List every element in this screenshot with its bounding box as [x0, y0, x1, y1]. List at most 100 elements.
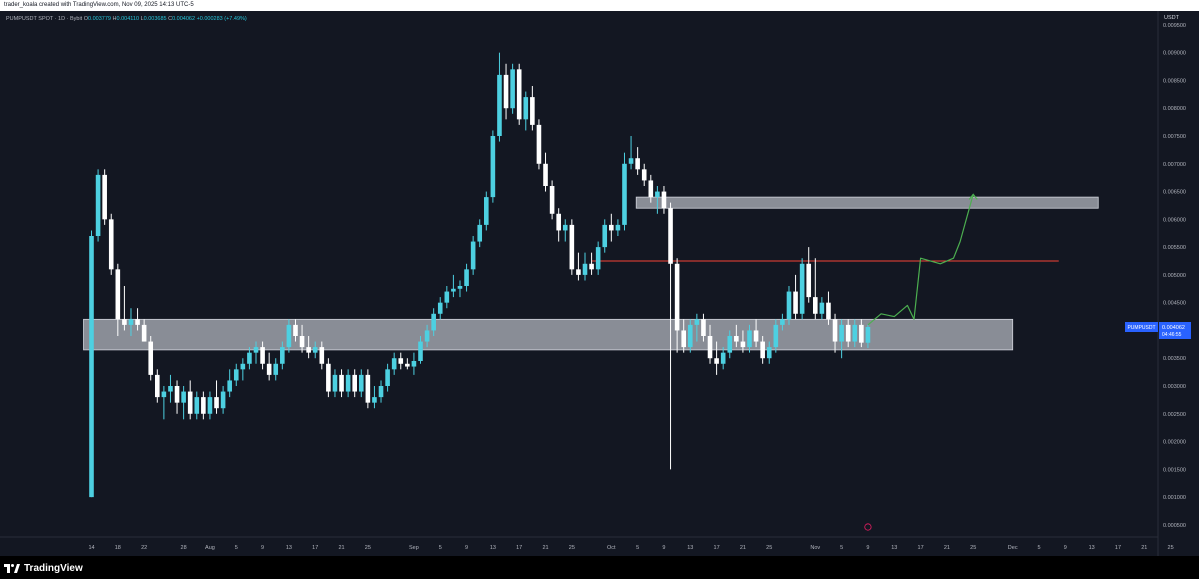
price-chart[interactable]: 0.000500 0.001000 0.001500 0.002000 0.002500…: [0, 11, 1199, 556]
legend-o-label: O: [83, 16, 89, 22]
candle-body: [576, 269, 581, 275]
candle-body: [451, 288, 456, 292]
candle-body: [424, 330, 430, 342]
time-tick-label: 21: [944, 545, 950, 551]
candle-body: [595, 247, 601, 270]
candle-body: [312, 347, 318, 353]
candle-body: [819, 302, 825, 314]
candle-body: [687, 324, 693, 348]
candle-body: [470, 241, 476, 270]
candle-body: [648, 180, 654, 198]
legend-low: 0.003685: [143, 16, 167, 22]
legend-high: 0.004110: [116, 16, 140, 22]
time-tick-label: 5: [235, 545, 238, 551]
price-tick-label: 0.009500: [1163, 23, 1186, 29]
time-tick-label: 14: [88, 545, 94, 551]
candle-body: [780, 319, 785, 325]
time-tick-label: 9: [662, 545, 665, 551]
candle-body: [681, 330, 686, 348]
candle-body: [609, 224, 614, 231]
time-tick-label: 13: [286, 545, 292, 551]
candle-body: [753, 330, 759, 342]
time-tick-label: 21: [542, 545, 548, 551]
candle-body: [155, 374, 160, 398]
time-tick-label: Sep: [409, 545, 419, 551]
candle-body: [418, 341, 423, 361]
candle-body: [141, 324, 147, 342]
price-tick-label: 0.002500: [1163, 412, 1186, 418]
price-tick-label: 0.007500: [1163, 134, 1186, 140]
candle-body: [260, 347, 265, 364]
time-tick-label: Nov: [810, 545, 820, 551]
candle-body: [655, 191, 660, 198]
tradingview-logo[interactable]: TradingView: [4, 563, 83, 574]
candle-body: [602, 224, 608, 248]
candle-body: [523, 97, 529, 120]
candle-body: [365, 374, 371, 403]
candle-body: [135, 319, 140, 325]
candle-body: [240, 363, 246, 370]
time-tick-label: 25: [766, 545, 772, 551]
legend-change: +0.000283 (+7.49%): [196, 16, 247, 22]
projection-arrowhead: [968, 193, 978, 200]
candle-body: [89, 236, 94, 498]
candle-body: [444, 291, 450, 303]
last-price-label: 0.004062: [1162, 325, 1185, 331]
candle-body: [187, 391, 193, 414]
candle-body: [378, 386, 384, 398]
candle-body: [845, 324, 851, 342]
candle-body: [786, 291, 792, 320]
price-tick-label: 0.008500: [1163, 78, 1186, 84]
candle-body: [793, 291, 798, 314]
candle-body: [286, 324, 292, 348]
candle-body: [484, 197, 489, 225]
candle-body: [227, 380, 232, 392]
candle-body: [628, 158, 634, 164]
candle-body: [694, 319, 700, 325]
time-tick-label: 22: [141, 545, 147, 551]
countdown-label: 04:46:55: [1162, 332, 1182, 338]
candle-body: [536, 124, 542, 164]
candle-body: [148, 341, 154, 375]
time-tick-label: 28: [181, 545, 187, 551]
candle-body: [569, 224, 575, 270]
candle-body: [530, 97, 535, 125]
candle-body: [773, 324, 779, 348]
candle-body: [852, 324, 858, 342]
candle-body: [674, 263, 680, 331]
tradingview-icon: [4, 563, 20, 573]
candle-body: [477, 224, 483, 242]
candle-body: [128, 319, 134, 325]
price-tick-label: 0.006500: [1163, 190, 1186, 196]
price-tick-label: 0.007000: [1163, 162, 1186, 168]
candle-body: [339, 374, 344, 392]
legend-l-label: L: [140, 16, 144, 22]
candle-body: [273, 363, 279, 375]
candle-body: [832, 319, 838, 342]
candle-body: [701, 319, 706, 336]
candle-body: [372, 397, 377, 403]
time-tick-label: 17: [918, 545, 924, 551]
candle-body: [299, 336, 305, 348]
candle-body: [727, 336, 733, 353]
candle-body: [497, 74, 502, 136]
candle-body: [391, 358, 397, 370]
time-tick-label: 9: [465, 545, 468, 551]
time-tick-label: Oct: [607, 545, 616, 551]
time-tick-label: 5: [636, 545, 639, 551]
candle-body: [326, 363, 331, 392]
time-tick-label: 13: [490, 545, 496, 551]
time-tick-label: 17: [516, 545, 522, 551]
candle-body: [385, 369, 390, 386]
price-tick-label: 0.003500: [1163, 356, 1186, 362]
time-tick-label: 25: [1168, 545, 1174, 551]
candle-body: [516, 69, 522, 120]
legend-h-label: H: [112, 16, 117, 22]
candle-body: [865, 327, 871, 343]
price-tick-label: 0.004500: [1163, 301, 1186, 307]
currency-label[interactable]: USDT: [1164, 15, 1179, 21]
price-tick-label: 0.002000: [1163, 440, 1186, 446]
candle-body: [220, 391, 226, 409]
candle-body: [437, 302, 443, 314]
price-tick-label: 0.001000: [1163, 495, 1186, 501]
